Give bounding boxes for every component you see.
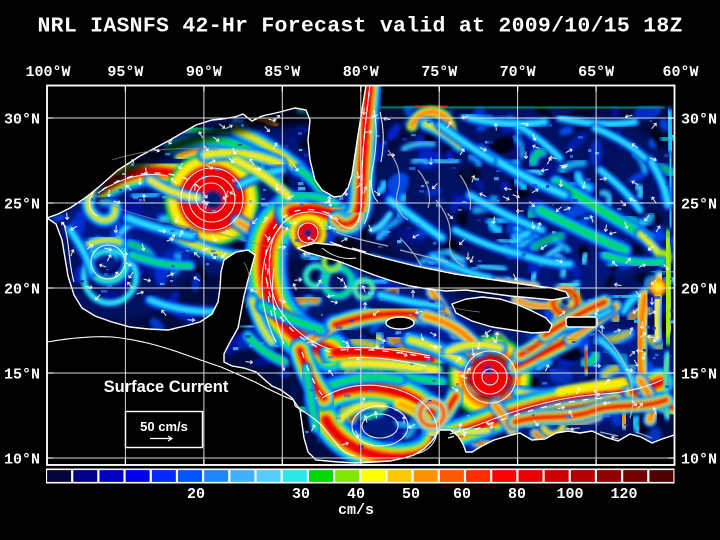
svg-text:65°W: 65°W (578, 64, 614, 81)
svg-text:cm/s: cm/s (338, 502, 374, 519)
svg-text:85°W: 85°W (264, 64, 300, 81)
svg-text:30°N: 30°N (681, 112, 717, 129)
svg-text:70°W: 70°W (500, 64, 536, 81)
svg-text:80°W: 80°W (343, 64, 379, 81)
svg-text:95°W: 95°W (107, 64, 143, 81)
svg-text:80: 80 (508, 486, 526, 503)
svg-text:30°N: 30°N (4, 112, 40, 129)
svg-text:15°N: 15°N (4, 367, 40, 384)
svg-text:25°N: 25°N (4, 197, 40, 214)
svg-text:20°N: 20°N (681, 282, 717, 299)
svg-text:50: 50 (402, 486, 420, 503)
svg-text:20°N: 20°N (4, 282, 40, 299)
svg-text:120: 120 (610, 486, 637, 503)
svg-text:10°N: 10°N (681, 452, 717, 469)
svg-text:NRL IASNFS 42-Hr Forecast val: NRL IASNFS 42-Hr Forecast valid at 2009/… (38, 15, 683, 39)
svg-text:90°W: 90°W (186, 64, 222, 81)
svg-text:Surface Current: Surface Current (104, 378, 229, 396)
svg-text:25°N: 25°N (681, 197, 717, 214)
svg-text:60°W: 60°W (662, 64, 698, 81)
svg-text:40: 40 (347, 486, 365, 503)
svg-text:100: 100 (556, 486, 583, 503)
svg-text:15°N: 15°N (681, 367, 717, 384)
svg-text:50 cm/s: 50 cm/s (140, 419, 188, 434)
svg-text:100°W: 100°W (25, 64, 70, 81)
svg-text:20: 20 (187, 486, 205, 503)
svg-text:60: 60 (453, 486, 471, 503)
svg-text:10°N: 10°N (4, 452, 40, 469)
svg-text:75°W: 75°W (421, 64, 457, 81)
svg-text:30: 30 (292, 486, 310, 503)
